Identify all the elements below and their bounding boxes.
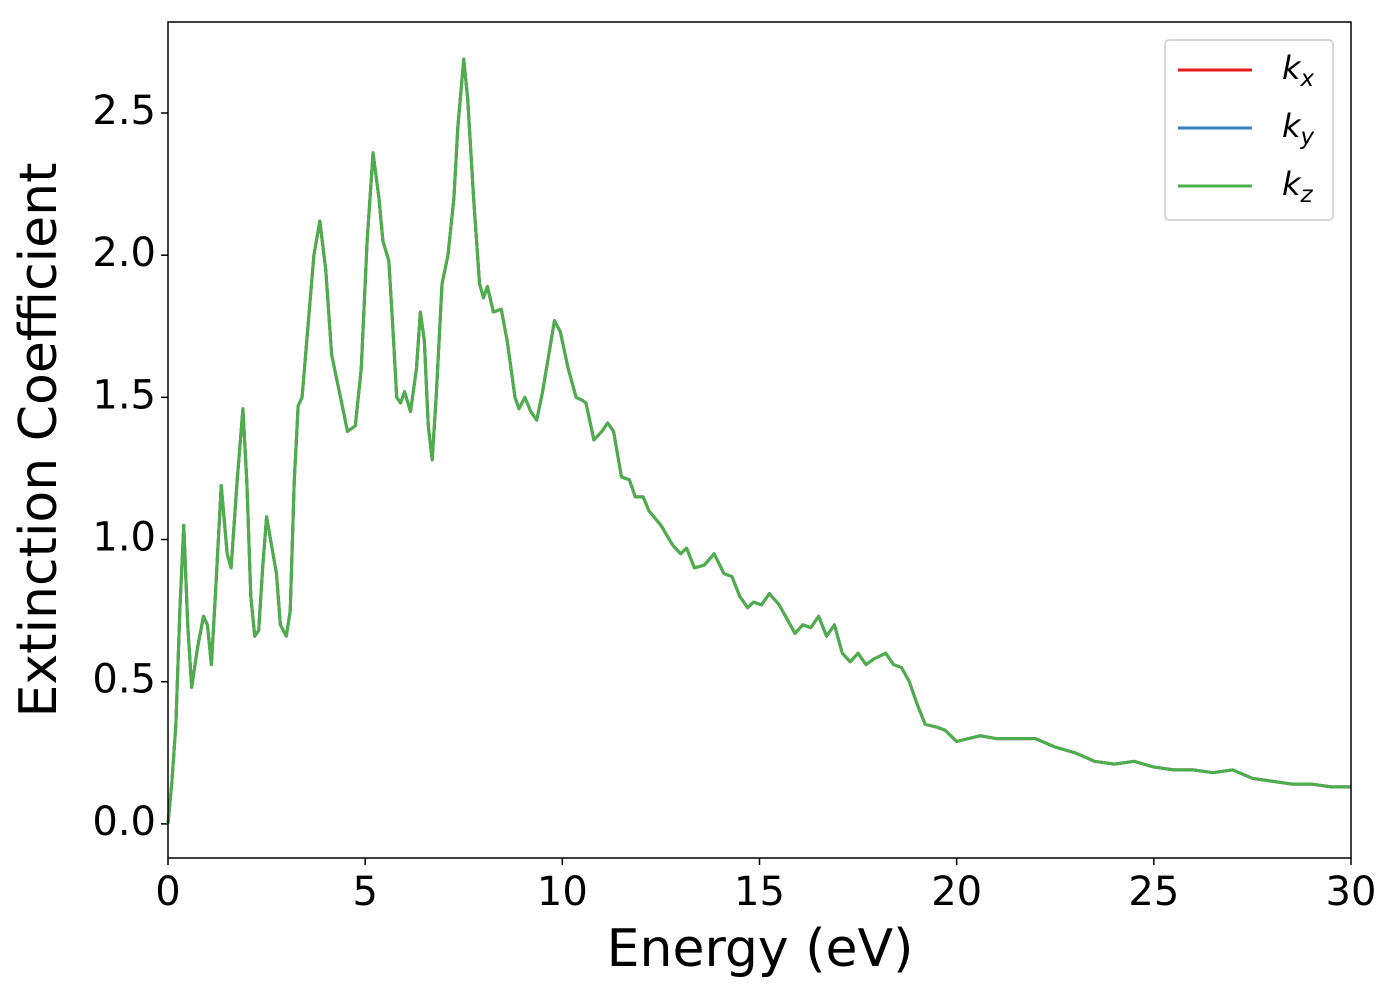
y-tick-label: 1.0 [92, 515, 156, 561]
x-tick-label: 25 [1128, 869, 1179, 915]
x-tick-label: 10 [537, 869, 588, 915]
x-tick-label: 5 [352, 869, 377, 915]
legend-box [1164, 39, 1334, 221]
x-tick-label: 30 [1326, 869, 1377, 915]
plot-frame [167, 21, 1352, 859]
legend: kx ky kz [1164, 39, 1334, 221]
x-tick-label: 15 [734, 869, 785, 915]
y-tick-label: 2.0 [92, 230, 156, 276]
x-tick-label: 20 [931, 869, 982, 915]
y-tick-label: 0.0 [92, 799, 156, 845]
y-tick-label: 0.5 [92, 657, 156, 703]
y-tick-label: 1.5 [92, 372, 156, 418]
y-tick-label: 2.5 [92, 88, 156, 134]
x-axis-label: Energy (eV) [607, 919, 914, 979]
series-line [166, 57, 1351, 825]
x-tick-label: 0 [155, 869, 180, 915]
legend-label: kz [1282, 165, 1314, 208]
legend-label: kx [1282, 49, 1315, 92]
y-axis-label: Extinction Coefficient [9, 163, 69, 718]
legend-label: ky [1282, 107, 1315, 150]
